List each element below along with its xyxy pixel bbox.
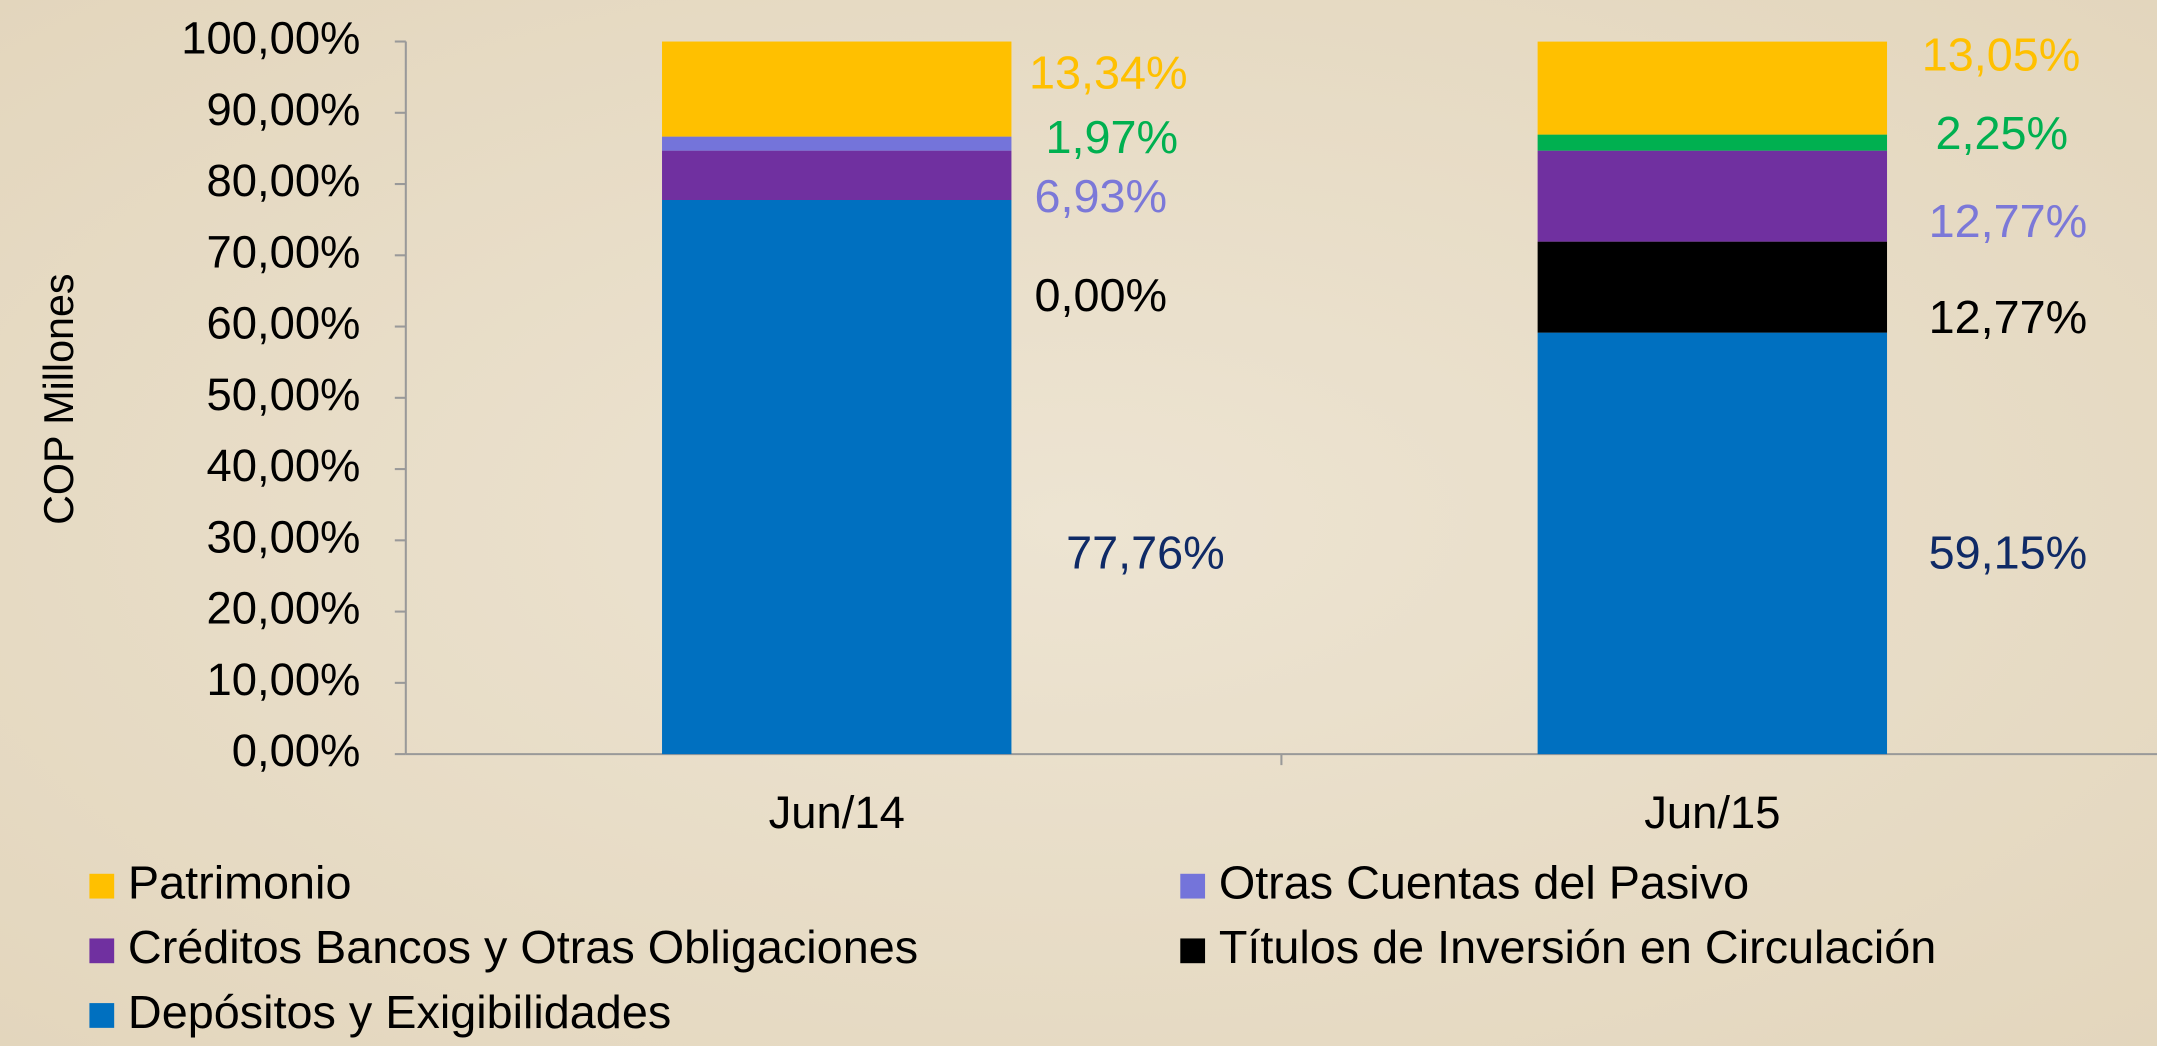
legend-swatch [89, 1003, 115, 1028]
y-tick-label: 10,00% [207, 654, 361, 705]
y-tick-label: 30,00% [207, 511, 361, 562]
legend-swatch [89, 873, 115, 899]
data-label: 0,00% [1034, 269, 1167, 321]
y-tick-label: 70,00% [207, 226, 361, 277]
data-label: 12,77% [1929, 291, 2088, 343]
bar-segment [1537, 150, 1888, 242]
y-tick-label: 50,00% [207, 369, 361, 420]
legend-label: Títulos de Inversión en Circulación [1219, 921, 1936, 973]
data-label: 12,77% [1929, 195, 2088, 247]
bar-segment [1537, 332, 1888, 755]
x-tick-label: Jun/15 [1644, 787, 1780, 838]
bar-segment [662, 200, 1012, 755]
bar-segment [1537, 134, 1888, 151]
y-tick-label: 90,00% [207, 84, 361, 135]
bar-segment [662, 150, 1012, 201]
data-label: 6,93% [1034, 170, 1167, 222]
data-label: 2,25% [1936, 107, 2069, 159]
data-label: 77,76% [1066, 526, 1225, 578]
data-label: 13,34% [1029, 46, 1188, 98]
legend-label: Otras Cuentas del Pasivo [1219, 857, 1749, 909]
bar-segment [662, 136, 1012, 151]
legend-label: Depósitos y Exigibilidades [128, 986, 671, 1038]
y-tick-label: 40,00% [207, 440, 361, 491]
y-axis-label: COP Millones [36, 273, 82, 524]
legend-swatch [1180, 873, 1206, 899]
y-tick-label: 100,00% [181, 13, 360, 64]
data-label: 59,15% [1929, 526, 2088, 578]
y-tick-label: 0,00% [232, 725, 361, 776]
bar-segment [1537, 41, 1888, 135]
bar-segment [1537, 241, 1888, 333]
bar-segment [662, 41, 1012, 137]
legend-swatch [1180, 938, 1206, 964]
y-tick-label: 60,00% [207, 298, 361, 349]
legend-swatch [89, 938, 115, 964]
y-tick-label: 80,00% [207, 155, 361, 206]
legend-label: Créditos Bancos y Otras Obligaciones [128, 921, 918, 973]
data-label: 1,97% [1045, 111, 1178, 163]
y-tick-label: 20,00% [207, 583, 361, 634]
x-tick-label: Jun/14 [769, 787, 905, 838]
legend-label: Patrimonio [128, 857, 352, 909]
data-label: 13,05% [1922, 28, 2081, 80]
